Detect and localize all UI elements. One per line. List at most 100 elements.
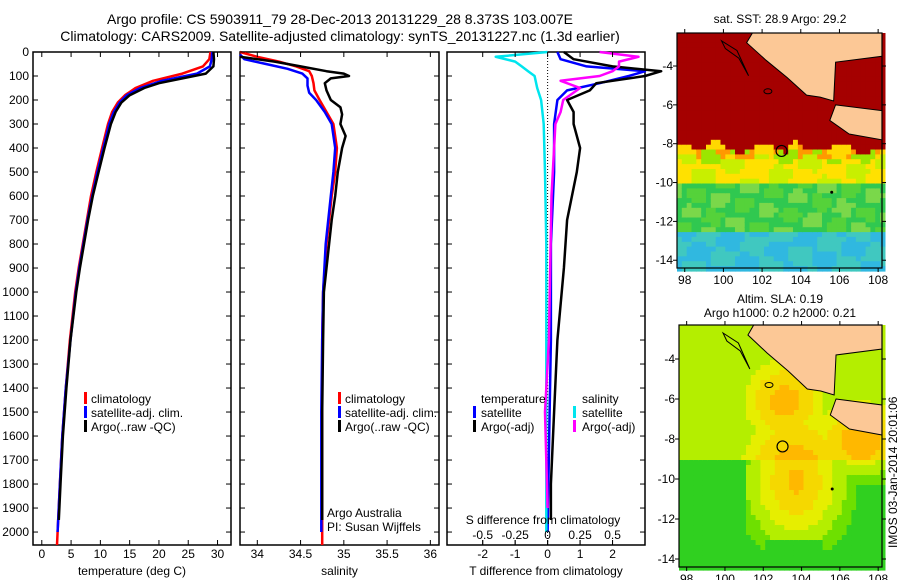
map-cell — [773, 251, 780, 257]
map-cell — [722, 530, 728, 536]
map-cell — [725, 246, 731, 253]
map-cell — [803, 395, 809, 401]
map-cell — [846, 500, 852, 506]
map-cell — [730, 198, 736, 204]
map-cell — [754, 120, 760, 126]
map-cell — [812, 169, 818, 175]
map-cell — [812, 232, 818, 238]
map-cell — [870, 193, 876, 199]
map-cell — [707, 520, 714, 526]
map-cell — [774, 455, 781, 461]
map-cell — [720, 57, 726, 63]
map-cell — [679, 520, 685, 526]
map-cell — [812, 178, 818, 185]
map-cell — [707, 355, 714, 361]
map-cell — [808, 485, 814, 491]
map-cell — [793, 540, 800, 546]
map-cell — [726, 500, 733, 506]
map-cell — [880, 183, 886, 189]
map-cell — [870, 207, 876, 214]
map-cell — [744, 169, 751, 175]
map-cell — [870, 535, 876, 541]
map-cell — [841, 96, 847, 102]
map-cell — [841, 505, 848, 511]
map-cell — [851, 169, 857, 175]
map-cell — [765, 440, 771, 446]
y-tick-label: 1500 — [2, 405, 29, 419]
map-cell — [710, 193, 717, 199]
map-cell — [831, 198, 838, 204]
map-cell — [764, 222, 770, 228]
map-cell — [779, 455, 785, 461]
map-cell — [832, 535, 838, 541]
map-cell — [865, 495, 872, 501]
map-cell — [784, 465, 790, 471]
map-cell — [707, 515, 714, 521]
map-cell — [807, 193, 813, 199]
map-cell — [773, 193, 780, 199]
map-cell — [681, 232, 688, 238]
map-cell — [710, 76, 717, 83]
map-cell — [832, 425, 838, 431]
map-cell — [817, 540, 824, 546]
map-cell — [817, 115, 823, 121]
map-cell — [726, 470, 733, 476]
map-cell — [764, 120, 770, 126]
map-cell — [764, 261, 770, 267]
map-cell — [851, 535, 857, 541]
map-cell — [851, 236, 857, 243]
map-cell — [860, 545, 867, 551]
map-cell — [774, 380, 781, 386]
map-cell — [837, 395, 843, 401]
map-cell — [744, 125, 751, 131]
map-cell — [817, 120, 823, 126]
map-cell — [837, 450, 843, 456]
map-cell — [725, 188, 731, 194]
map-cell — [725, 105, 731, 112]
map-cell — [831, 149, 838, 155]
lat-tick-label: -14 — [656, 253, 674, 267]
map-cell — [856, 455, 862, 461]
map-cell — [715, 91, 722, 97]
map-cell — [783, 101, 789, 107]
map-cell — [746, 495, 752, 501]
map-cell — [822, 555, 828, 561]
map-cell — [875, 241, 881, 248]
map-cell — [851, 380, 857, 386]
map-cell — [841, 355, 848, 361]
map-cell — [726, 555, 733, 561]
map-cell — [706, 47, 712, 54]
map-cell — [717, 475, 723, 481]
map-cell — [803, 565, 809, 571]
map-cell — [731, 445, 738, 451]
map-cell — [710, 57, 717, 63]
map-cell — [841, 232, 847, 238]
map-cell — [735, 52, 741, 58]
map-cell — [774, 530, 781, 536]
map-cell — [746, 430, 752, 436]
x-tick-label: 35 — [337, 547, 351, 561]
lon-tick-label: 108 — [868, 273, 888, 287]
map-cell — [677, 130, 683, 136]
map-cell — [725, 96, 731, 102]
map-cell — [812, 110, 818, 117]
map-cell — [870, 450, 876, 456]
lon-tick-label: 106 — [830, 572, 850, 580]
map-cell — [712, 565, 718, 571]
map-cell — [875, 212, 881, 219]
map-cell — [836, 76, 842, 83]
map-cell — [846, 139, 852, 146]
map-cell — [774, 485, 781, 491]
map-cell — [706, 76, 712, 83]
map-cell — [686, 120, 693, 126]
map-cell — [813, 440, 819, 446]
map-cell — [698, 495, 704, 501]
map-cell — [696, 241, 702, 248]
map-cell — [702, 520, 709, 526]
map-cell — [793, 130, 799, 136]
map-cell — [750, 460, 757, 466]
map-cell — [679, 490, 685, 496]
map-cell — [784, 560, 790, 566]
x2-tick-label: 0 — [544, 528, 551, 542]
map-cell — [803, 455, 809, 461]
